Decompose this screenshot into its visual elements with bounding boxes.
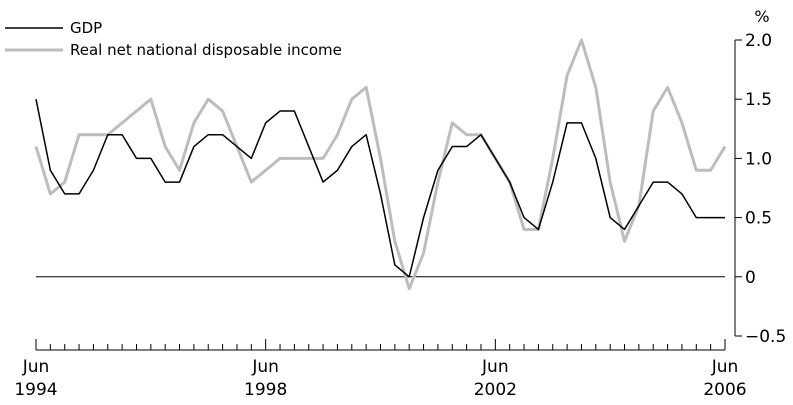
series-line-income	[34, 38, 727, 291]
x-tick-label-month: Jun	[251, 357, 279, 377]
y-tick-label: 0	[745, 268, 756, 288]
x-tick-label-month: Jun	[22, 357, 50, 377]
x-tick-label-year: 2002	[474, 380, 517, 400]
x-tick-label-year: 1998	[244, 380, 287, 400]
y-unit-label: %	[754, 7, 769, 26]
x-tick-label-year: 2006	[703, 380, 746, 400]
legend-label-gdp: GDP	[70, 19, 102, 37]
x-tick-label-year: 1994	[14, 380, 57, 400]
y-tick-label: 1.0	[745, 149, 772, 169]
legend-label-income: Real net national disposable income	[70, 41, 342, 59]
x-tick-label-month: Jun	[481, 357, 509, 377]
legend: GDP Real net national disposable income	[5, 19, 342, 59]
y-tick-label: 1.5	[745, 90, 772, 110]
axes-layer: % −0.5 0 0.5 1.0 1.5 2.0 Jun 1994 Jun 1998 Jun 2002…	[14, 7, 786, 400]
series-line-gdp	[35, 99, 725, 278]
y-tick-label: 2.0	[745, 31, 772, 51]
y-tick-label: 0.5	[745, 209, 772, 229]
x-tick-label-month: Jun	[711, 357, 739, 377]
y-tick-label: −0.5	[745, 327, 786, 347]
series-layer	[34, 38, 727, 291]
